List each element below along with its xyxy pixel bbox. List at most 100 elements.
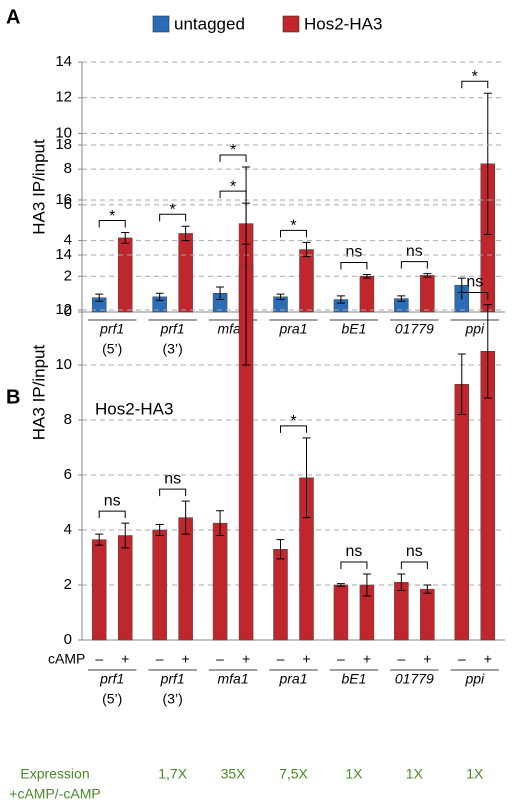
significance-bracket (159, 213, 187, 222)
significance-label: * (290, 413, 296, 430)
condition-tick-label: + (242, 651, 250, 667)
error-bar (336, 583, 345, 587)
error-bar (457, 353, 466, 415)
error-bar (276, 539, 285, 560)
error-bar (121, 232, 130, 244)
bar (117, 237, 133, 313)
significance-bracket (159, 488, 187, 497)
y-tick-label: 10 (55, 356, 72, 373)
error-bar (483, 92, 492, 235)
error-bar (155, 524, 164, 536)
x-tick-sublabel: (3’) (163, 341, 183, 357)
significance-bracket (98, 510, 126, 519)
y-tick-label: 12 (55, 89, 72, 106)
error-bar (181, 500, 190, 535)
x-tick-label: pra1 (278, 321, 307, 337)
y-tick-label: 16 (55, 191, 72, 208)
expression-value: 1X (406, 766, 424, 782)
panel-letter: A (6, 6, 20, 28)
bar (152, 529, 167, 641)
condition-tick-label: + (484, 651, 492, 667)
error-bar (95, 533, 104, 546)
legend-swatch (152, 15, 170, 33)
condition-tick-label: + (182, 651, 190, 667)
expression-value: 1X (345, 766, 363, 782)
y-tick-label: 0 (64, 631, 72, 648)
error-bar (397, 573, 406, 591)
significance-label: ns (466, 274, 483, 291)
bar (299, 249, 314, 313)
y-tick-label: 8 (64, 411, 72, 428)
x-tick-label: prf1 (99, 321, 124, 337)
condition-tick-label: + (423, 651, 431, 667)
y-tick-label: 14 (55, 246, 72, 263)
expression-label: +cAMP/-cAMP (9, 786, 100, 800)
x-tick-label: ppi (464, 671, 485, 687)
error-bar (302, 437, 311, 519)
error-bar (242, 166, 251, 366)
error-bar (362, 274, 371, 279)
condition-tick-label: – (397, 651, 405, 667)
condition-tick-label: – (277, 651, 285, 667)
y-tick-label: 6 (64, 466, 72, 483)
significance-label: * (230, 142, 236, 159)
expression-value: 7,5X (279, 766, 308, 782)
bar (212, 522, 228, 641)
x-tick-label: mfa1 (218, 671, 249, 687)
x-tick-label: pra1 (278, 671, 307, 687)
error-bar (155, 292, 164, 301)
condition-tick-label: – (95, 651, 103, 667)
condition-tick-label: – (337, 651, 345, 667)
error-bar (181, 225, 190, 242)
y-tick-label: 14 (55, 53, 72, 70)
significance-label: ns (345, 543, 362, 560)
y-tick-label: 6 (64, 196, 72, 213)
error-bar (276, 293, 285, 300)
y-tick-label: 12 (55, 301, 72, 318)
y-tick-label: 18 (55, 136, 72, 153)
bar (273, 549, 288, 641)
y-tick-label: 8 (64, 160, 72, 177)
significance-bracket (400, 261, 428, 269)
legend-swatch (282, 15, 300, 33)
significance-label: * (230, 178, 236, 195)
significance-label: ns (164, 470, 181, 487)
bar (178, 233, 193, 313)
error-bar (336, 295, 345, 304)
x-tick-label: prf1 (99, 671, 124, 687)
error-bar (397, 295, 406, 302)
significance-label: ns (406, 243, 423, 260)
expression-value: 1,7X (158, 766, 187, 782)
significance-bracket (340, 561, 368, 569)
significance-bracket (340, 262, 368, 270)
bar (454, 384, 470, 641)
x-tick-sublabel: (5’) (102, 691, 122, 707)
y-tick-label: 4 (64, 521, 72, 538)
y-tick-label: 10 (55, 124, 72, 141)
condition-tick-label: + (302, 651, 310, 667)
error-bar (216, 510, 225, 536)
expression-label: Expression (20, 766, 89, 782)
x-tick-sublabel: (5’) (102, 341, 122, 357)
x-tick-label: bE1 (341, 321, 366, 337)
significance-label: * (472, 68, 478, 85)
x-tick-sublabel: (3’) (163, 691, 183, 707)
error-bar (423, 273, 432, 278)
condition-tick-label: + (363, 651, 371, 667)
error-bar (95, 293, 104, 302)
legend-label: Hos2-HA3 (304, 14, 382, 33)
x-tick-label: 01779 (395, 671, 434, 687)
significance-label: * (109, 208, 115, 225)
bar (420, 588, 435, 641)
x-tick-label: 01779 (395, 321, 434, 337)
bar (91, 539, 107, 641)
x-tick-label: prf1 (160, 671, 185, 687)
bar (333, 584, 349, 641)
y-tick-label: 2 (64, 576, 72, 593)
error-bar (302, 241, 311, 258)
significance-bracket (280, 229, 307, 238)
chart-title: Hos2-HA3 (95, 399, 173, 418)
bar (117, 535, 133, 641)
bar (359, 276, 375, 313)
